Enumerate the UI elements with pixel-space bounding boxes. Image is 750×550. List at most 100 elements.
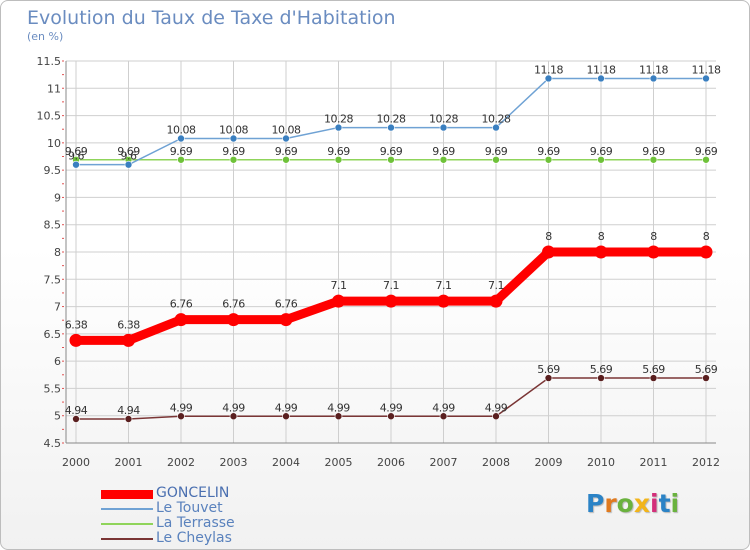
y-tick-label-10: 9.5 (44, 164, 62, 177)
chart-subtitle: (en %) (27, 30, 64, 43)
data-label-le-cheylas-2012: 5.69 (695, 363, 718, 376)
data-label-goncelin-2009: 8 (545, 230, 552, 243)
x-tick-label-6: 2006 (377, 456, 405, 469)
x-tick-label-4: 2004 (272, 456, 300, 469)
point-goncelin-2002 (174, 313, 188, 327)
data-label-goncelin-2006: 7.1 (383, 279, 399, 292)
point-la-terrasse-2006 (387, 155, 395, 164)
chart-title: Evolution du Taux de Taxe d'Habitation (27, 7, 396, 29)
y-tick-label-4: 6.5 (44, 328, 62, 341)
point-la-terrasse-2008 (492, 155, 500, 164)
logo-letter: x (633, 489, 650, 518)
data-label-le-touvet-2005: 10.28 (324, 113, 353, 126)
y-tick-label-11: 10 (47, 137, 61, 150)
data-label-le-cheylas-2005: 4.99 (327, 401, 350, 414)
point-la-terrasse-2007 (439, 155, 448, 164)
x-tick-label-9: 2009 (535, 456, 563, 469)
data-label-goncelin-2010: 8 (598, 230, 605, 243)
point-le-cheylas-2003 (229, 412, 238, 421)
data-label-le-cheylas-2007: 4.99 (432, 401, 455, 414)
x-tick-label-3: 2003 (220, 456, 248, 469)
data-label-le-touvet-2001: 9.6 (121, 150, 137, 163)
y-tick-label-5: 7 (54, 301, 61, 314)
point-goncelin-2011 (647, 245, 660, 259)
data-label-le-cheylas-2001: 4.94 (117, 404, 140, 417)
data-label-goncelin-2011: 8 (650, 230, 657, 243)
proxiti-logo: Proxiti (586, 489, 679, 518)
legend-swatch-le-touvet (101, 508, 153, 510)
y-tick-label-9: 9 (54, 191, 61, 204)
point-goncelin-2009 (542, 245, 555, 259)
logo-letter: t (658, 489, 671, 518)
data-label-le-touvet-2006: 10.28 (377, 113, 406, 126)
x-tick-label-10: 2010 (587, 456, 615, 469)
point-le-cheylas-2004 (282, 412, 290, 421)
point-la-terrasse-2005 (334, 155, 343, 164)
y-tick-label-14: 11.5 (37, 55, 62, 68)
legend: GONCELIN Le Touvet La Terrasse Le Cheyla… (101, 486, 321, 546)
data-label-le-touvet-2007: 10.28 (429, 113, 458, 126)
data-label-la-terrasse-2005: 9.69 (327, 145, 350, 158)
data-label-goncelin-2002: 6.76 (170, 298, 193, 311)
point-le-cheylas-2011 (649, 374, 658, 382)
data-label-goncelin-2004: 6.76 (275, 298, 298, 311)
point-le-touvet-2010 (597, 74, 605, 83)
logo-letter: o (616, 489, 634, 518)
point-le-cheylas-2002 (177, 412, 185, 421)
y-tick-label-2: 5.5 (44, 382, 62, 395)
point-goncelin-2007 (437, 294, 450, 308)
point-le-touvet-2008 (492, 123, 500, 132)
x-tick-label-2: 2002 (167, 456, 195, 469)
legend-swatch-le-cheylas (101, 538, 153, 540)
data-label-goncelin-2000: 6.38 (65, 318, 88, 331)
point-le-cheylas-2001 (124, 415, 133, 423)
legend-swatch-la-terrasse (101, 523, 153, 525)
point-le-touvet-2005 (334, 123, 343, 132)
data-label-la-terrasse-2006: 9.69 (380, 145, 403, 158)
y-tick-label-12: 10.5 (37, 110, 62, 123)
data-label-le-cheylas-2004: 4.99 (275, 401, 298, 414)
data-label-le-touvet-2003: 10.08 (219, 123, 248, 136)
data-label-le-touvet-2011: 11.18 (639, 63, 668, 76)
data-label-la-terrasse-2008: 9.69 (485, 145, 508, 158)
data-label-le-touvet-2009: 11.18 (534, 63, 563, 76)
point-la-terrasse-2010 (597, 155, 605, 164)
legend-item-le-cheylas: Le Cheylas (101, 531, 321, 546)
data-label-la-terrasse-2007: 9.69 (432, 145, 455, 158)
legend-label-le-touvet: Le Touvet (156, 500, 223, 516)
legend-label-la-terrasse: La Terrasse (156, 515, 235, 531)
point-goncelin-2010 (594, 245, 608, 259)
data-label-le-touvet-2000: 9.6 (68, 150, 84, 163)
point-goncelin-2012 (699, 245, 713, 259)
y-tick-label-1: 5 (54, 410, 61, 423)
point-la-terrasse-2004 (282, 155, 290, 164)
point-le-touvet-2007 (439, 123, 448, 132)
point-le-cheylas-2007 (439, 412, 448, 421)
point-le-touvet-2001 (124, 160, 133, 169)
data-label-la-terrasse-2012: 9.69 (695, 145, 718, 158)
data-label-goncelin-2008: 7.1 (488, 279, 504, 292)
x-tick-label-8: 2008 (482, 456, 510, 469)
point-le-cheylas-2006 (387, 412, 395, 421)
data-label-goncelin-2007: 7.1 (436, 279, 452, 292)
point-le-cheylas-2005 (334, 412, 343, 421)
data-label-le-touvet-2012: 11.18 (692, 63, 721, 76)
data-label-le-cheylas-2009: 5.69 (537, 363, 560, 376)
x-tick-label-12: 2012 (692, 456, 720, 469)
point-goncelin-2001 (122, 333, 135, 347)
point-le-touvet-2011 (649, 74, 658, 83)
logo-letter: r (604, 489, 617, 518)
x-tick-label-11: 2011 (640, 456, 668, 469)
point-le-touvet-2006 (387, 123, 395, 132)
data-label-le-cheylas-2010: 5.69 (590, 363, 613, 376)
data-label-goncelin-2001: 6.38 (117, 318, 140, 331)
legend-item-le-touvet: Le Touvet (101, 501, 321, 516)
data-label-le-cheylas-2006: 4.99 (380, 401, 403, 414)
point-goncelin-2005 (332, 294, 345, 308)
y-tick-label-8: 8.5 (44, 219, 62, 232)
data-label-le-touvet-2002: 10.08 (167, 123, 196, 136)
y-tick-label-13: 11 (47, 82, 61, 95)
y-tick-label-6: 7.5 (44, 273, 62, 286)
data-label-le-touvet-2008: 10.28 (482, 113, 511, 126)
